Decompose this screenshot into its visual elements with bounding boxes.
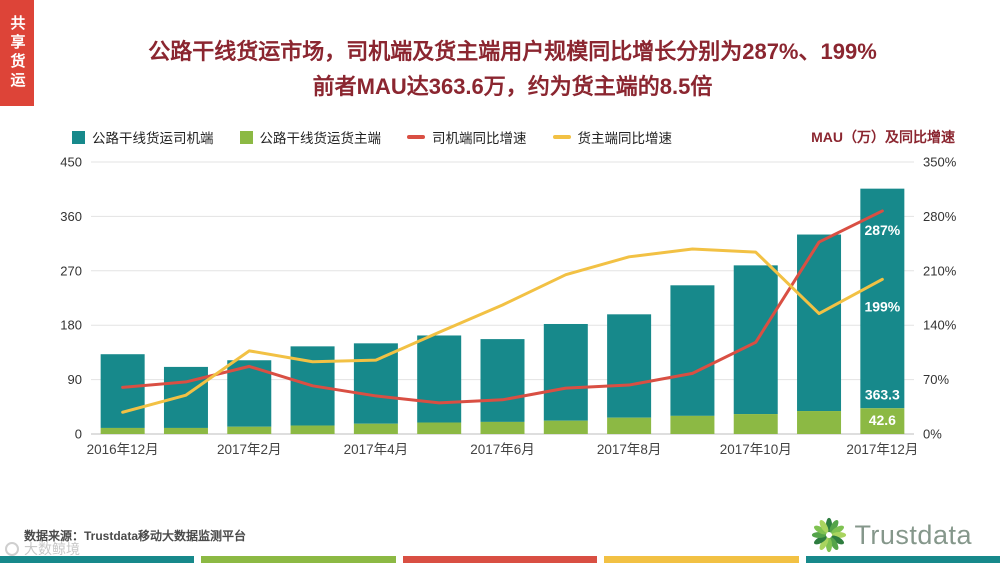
- chart-title-line1: 公路干线货运市场，司机端及货主端用户规模同比增长分别为287%、199%: [148, 39, 877, 64]
- legend-swatch-bar-icon: [239, 130, 253, 144]
- legend-item: 公路干线货运货主端: [239, 127, 382, 147]
- section-tab: 共享货运: [0, 0, 34, 106]
- svg-text:180: 180: [60, 318, 82, 333]
- svg-text:2017年6月: 2017年6月: [470, 442, 535, 457]
- chart-title-line2: 前者MAU达363.6万，约为货主端的8.5倍: [312, 74, 713, 100]
- legend-item: 货主端同比增速: [552, 127, 673, 147]
- svg-text:2016年12月: 2016年12月: [87, 442, 159, 457]
- legend-swatch-bar-icon: [72, 130, 85, 144]
- legend-item: 公路干线货运司机端: [72, 127, 214, 147]
- svg-text:2017年12月: 2017年12月: [846, 442, 918, 457]
- combo-chart: 0 0% 90 70% 180 140% 270 210% 360 280% 450 350% 2016…: [60, 155, 956, 458]
- section-tab-label: 共享货运: [8, 15, 26, 91]
- chart-title: 公路干线货运市场，司机端及货主端用户规模同比增长分别为287%、199% 前者M…: [60, 34, 965, 104]
- svg-text:360: 360: [60, 209, 82, 224]
- bottom-color-strip: [0, 556, 1000, 563]
- svg-text:350%: 350%: [923, 155, 956, 170]
- strip-segment: [402, 556, 598, 563]
- svg-text:70%: 70%: [923, 372, 949, 387]
- watermark-icon: [5, 542, 19, 556]
- trustdata-logo-icon: [812, 517, 847, 553]
- watermark-text: 大数鲸境: [24, 541, 80, 557]
- svg-text:90: 90: [68, 372, 82, 387]
- svg-text:2017年4月: 2017年4月: [344, 442, 409, 457]
- strip-segment: [604, 556, 799, 563]
- svg-text:199%: 199%: [864, 298, 900, 314]
- svg-text:363.3: 363.3: [865, 386, 900, 402]
- svg-text:210%: 210%: [923, 263, 956, 278]
- legend-label: 公路干线货运货主端: [259, 131, 382, 146]
- svg-text:287%: 287%: [864, 222, 900, 238]
- trustdata-logo-text: Trustdata: [854, 519, 972, 550]
- svg-text:280%: 280%: [923, 209, 956, 224]
- watermark: 大数鲸境: [5, 539, 80, 559]
- legend-row: 公路干线货运司机端 公路干线货运货主端 司机端同比增速 货主端同比增速 MAU（万）及…: [72, 127, 955, 147]
- data-source: 数据来源：Trustdata移动大数据监测平台: [24, 529, 247, 543]
- svg-text:2017年2月: 2017年2月: [217, 442, 282, 457]
- svg-text:270: 270: [60, 263, 82, 278]
- legend-swatch-line-icon: [552, 135, 571, 139]
- axis-note: MAU（万）及同比增速: [811, 129, 955, 145]
- legend-item: 司机端同比增速: [407, 127, 527, 147]
- strip-segment: [805, 556, 1000, 563]
- legend: 公路干线货运司机端 公路干线货运货主端 司机端同比增速 货主端同比增速: [72, 127, 672, 147]
- trustdata-logo: Trustdata: [810, 516, 972, 554]
- strip-segment: [201, 556, 396, 563]
- svg-text:140%: 140%: [923, 318, 956, 333]
- svg-text:0: 0: [75, 427, 82, 442]
- legend-label: 公路干线货运司机端: [92, 131, 214, 146]
- svg-text:2017年10月: 2017年10月: [720, 442, 792, 457]
- svg-text:450: 450: [60, 155, 82, 170]
- legend-label: 货主端同比增速: [577, 131, 673, 146]
- legend-swatch-line-icon: [407, 135, 425, 139]
- legend-label: 司机端同比增速: [432, 131, 527, 146]
- svg-text:2017年8月: 2017年8月: [597, 442, 662, 457]
- svg-text:42.6: 42.6: [869, 412, 896, 428]
- strip-segment: [0, 556, 195, 563]
- svg-text:0%: 0%: [923, 427, 942, 442]
